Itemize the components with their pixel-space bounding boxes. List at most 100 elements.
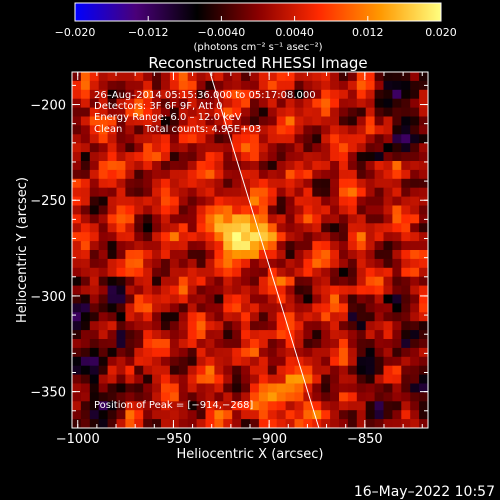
heatmap-pixel: [98, 356, 108, 367]
heatmap-pixel: [339, 276, 349, 286]
heatmap-pixel: [303, 392, 313, 402]
heatmap-pixel: [303, 285, 313, 295]
heatmap-pixel: [383, 196, 393, 206]
heatmap-pixel: [134, 223, 144, 233]
heatmap-pixel: [294, 276, 304, 286]
heatmap-pixel: [374, 223, 384, 233]
heatmap-pixel: [267, 241, 278, 251]
heatmap-pixel: [241, 89, 251, 100]
heatmap-pixel: [410, 267, 420, 278]
heatmap-pixel: [107, 178, 117, 189]
heatmap-pixel: [232, 258, 242, 269]
heatmap-pixel: [330, 232, 340, 242]
heatmap-pixel: [107, 232, 117, 242]
heatmap-pixel: [339, 250, 349, 260]
heatmap-pixel: [214, 267, 224, 278]
heatmap-pixel: [410, 205, 420, 215]
heatmap-pixel: [303, 143, 313, 153]
heatmap-pixel: [187, 152, 197, 162]
heatmap-pixel: [258, 205, 269, 215]
heatmap-pixel: [223, 232, 233, 242]
heatmap-pixel: [267, 356, 278, 367]
heatmap-pixel: [339, 374, 349, 384]
heatmap-pixels: [72, 72, 428, 428]
heatmap-pixel: [392, 134, 402, 144]
heatmap-pixel: [196, 205, 206, 215]
heatmap-pixel: [267, 365, 278, 375]
heatmap-pixel: [205, 250, 215, 260]
heatmap-pixel: [143, 80, 153, 91]
heatmap-pixel: [365, 161, 375, 171]
heatmap-pixel: [294, 178, 304, 189]
heatmap-pixel: [267, 116, 278, 126]
heatmap-pixel: [383, 205, 393, 215]
heatmap-pixel: [134, 72, 144, 82]
heatmap-pixel: [321, 321, 331, 331]
heatmap-pixel: [419, 419, 428, 428]
heatmap-pixel: [214, 107, 224, 117]
heatmap-pixel: [401, 285, 411, 295]
method-label: Clean: [94, 124, 122, 135]
heatmap-pixel: [107, 196, 117, 206]
heatmap-pixel: [374, 312, 384, 322]
heatmap-pixel: [267, 294, 278, 304]
heatmap-pixel: [250, 187, 260, 197]
heatmap-pixel: [410, 72, 420, 82]
heatmap-pixel: [250, 89, 260, 100]
heatmap-pixel: [401, 258, 411, 269]
heatmap-pixel: [294, 72, 304, 82]
heatmap-pixel: [72, 365, 82, 375]
colorbar: −0.020 −0.012 −0.0040 0.0040 0.012 0.020 (pho…: [55, 2, 457, 53]
heatmap-pixel: [223, 294, 233, 304]
heatmap-pixel: [321, 223, 331, 233]
heatmap-pixel: [374, 374, 384, 384]
heatmap-pixel: [267, 401, 278, 411]
heatmap-pixel: [241, 303, 251, 313]
heatmap-pixel: [223, 250, 233, 260]
heatmap-pixel: [339, 312, 349, 322]
heatmap-pixel: [196, 134, 206, 144]
heatmap-pixel: [205, 312, 215, 322]
heatmap-pixel: [303, 276, 313, 286]
heatmap-pixel: [72, 205, 82, 215]
heatmap-pixel: [232, 116, 242, 126]
heatmap-pixel: [410, 276, 420, 286]
heatmap-pixel: [72, 125, 82, 135]
heatmap-pixel: [214, 134, 224, 144]
heatmap-pixel: [347, 214, 358, 224]
heatmap-pixel: [401, 250, 411, 260]
heatmap-pixel: [80, 152, 91, 162]
heatmap-pixel: [223, 410, 233, 420]
heatmap-pixel: [356, 80, 367, 91]
heatmap-pixel: [214, 419, 224, 428]
heatmap-pixel: [392, 196, 402, 206]
heatmap-pixel: [321, 134, 331, 144]
colorbar-tick-label: 0.020: [425, 26, 457, 39]
heatmap-pixel: [196, 374, 206, 384]
heatmap-pixel: [276, 107, 286, 117]
heatmap-pixel: [98, 410, 108, 420]
heatmap-pixel: [169, 321, 180, 331]
heatmap-pixel: [125, 187, 135, 197]
heatmap-pixel: [285, 223, 295, 233]
heatmap-pixel: [214, 214, 224, 224]
heatmap-pixel: [143, 152, 153, 162]
heatmap-pixel: [365, 383, 375, 393]
heatmap-pixel: [356, 116, 367, 126]
heatmap-pixel: [365, 80, 375, 91]
heatmap-pixel: [152, 72, 162, 82]
heatmap-pixel: [276, 285, 286, 295]
heatmap-pixel: [80, 356, 91, 367]
heatmap-pixel: [178, 107, 189, 117]
heatmap-pixel: [383, 187, 393, 197]
heatmap-pixel: [152, 347, 162, 358]
heatmap-pixel: [321, 89, 331, 100]
heatmap-pixel: [187, 98, 197, 108]
heatmap-pixel: [143, 125, 153, 135]
heatmap-pixel: [356, 330, 367, 340]
heatmap-pixel: [214, 312, 224, 322]
heatmap-pixel: [267, 143, 278, 153]
heatmap-pixel: [392, 178, 402, 189]
heatmap-pixel: [89, 143, 100, 153]
heatmap-pixel: [419, 89, 428, 100]
